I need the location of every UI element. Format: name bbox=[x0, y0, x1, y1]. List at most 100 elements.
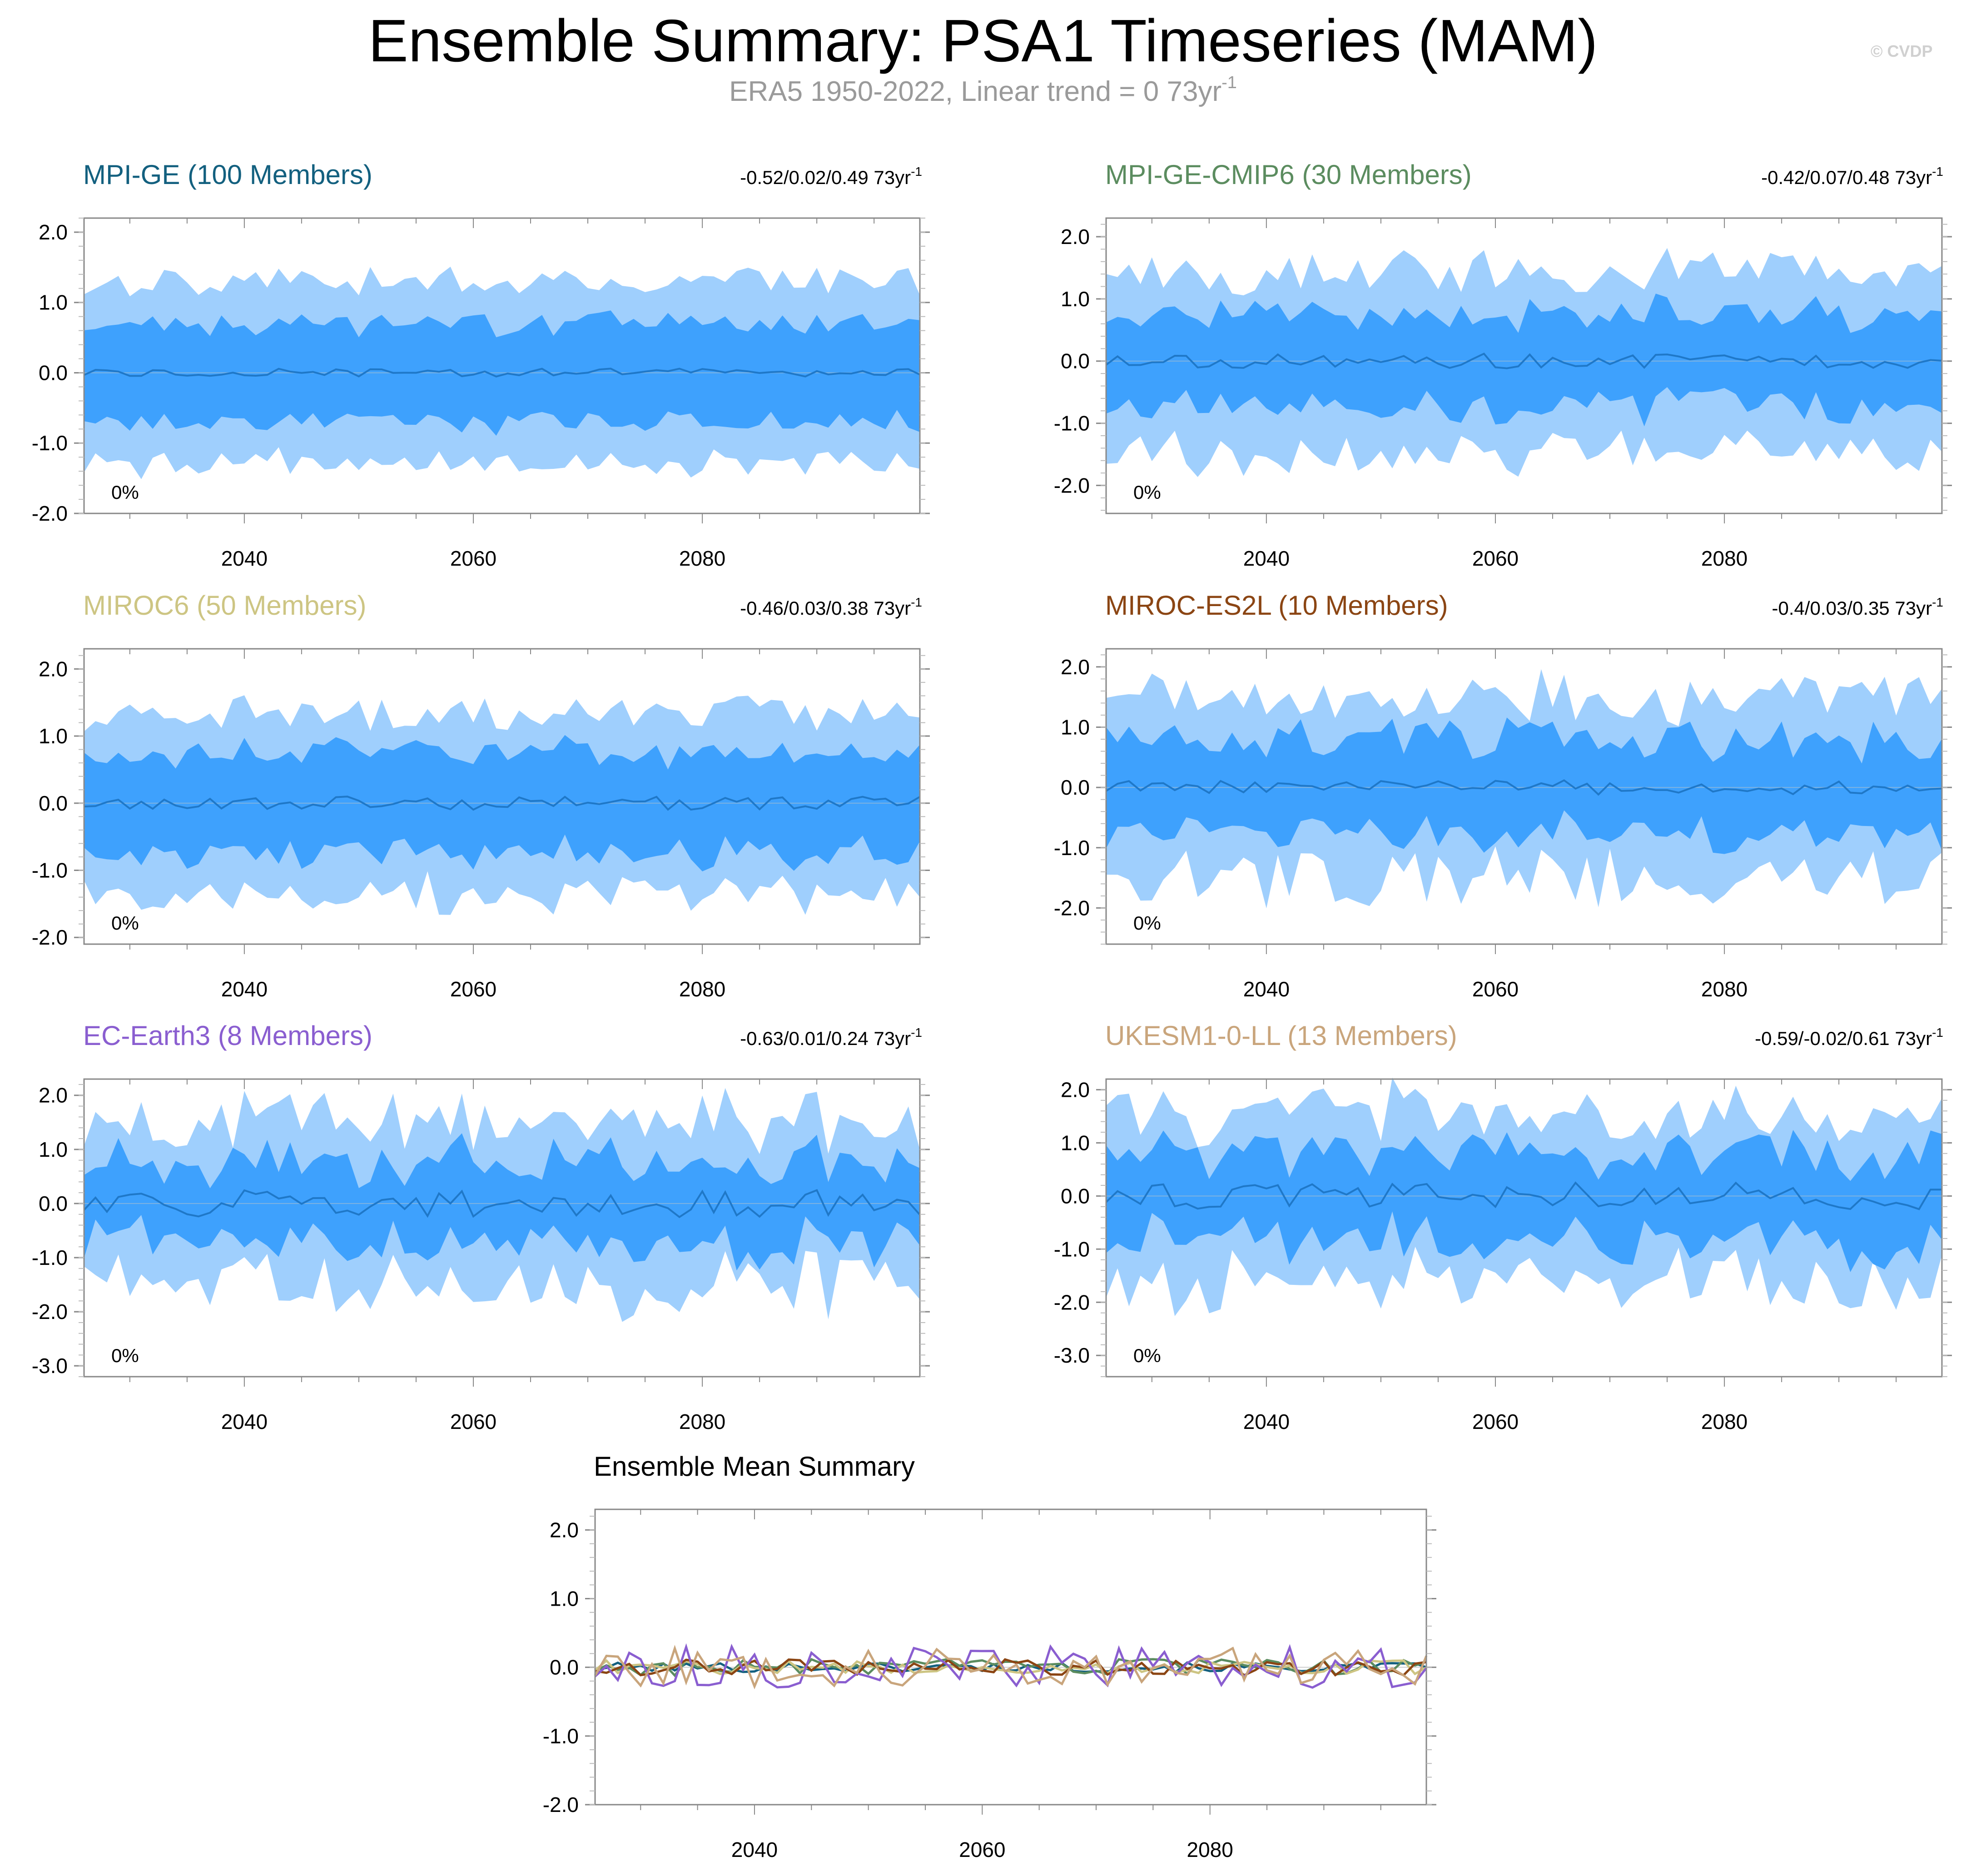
trend-stat-exponent: -1 bbox=[911, 1025, 922, 1040]
x-tick-label: 2040 bbox=[221, 977, 268, 1001]
x-tick-label: 2060 bbox=[1472, 977, 1519, 1001]
ensemble-mean-line bbox=[1105, 779, 1942, 796]
ensemble-mean-line bbox=[83, 1189, 921, 1219]
percent-label: 0% bbox=[1133, 482, 1161, 503]
series-line-3 bbox=[595, 1658, 1427, 1677]
trend-stat-label: -0.63/0.01/0.24 73yr-1 bbox=[740, 1025, 922, 1049]
chart-title: Ensemble Mean Summary bbox=[594, 1451, 915, 1482]
y-tick-label: 0.0 bbox=[550, 1656, 579, 1679]
y-tick-label: 2.0 bbox=[39, 220, 68, 244]
y-tick-label: 2.0 bbox=[1061, 225, 1090, 249]
series-line-2 bbox=[594, 1659, 1427, 1676]
trend-stat-exponent: -1 bbox=[911, 164, 922, 179]
y-tick-label: -2.0 bbox=[32, 1300, 68, 1324]
trend-stat-text: -0.42/0.07/0.48 73yr bbox=[1761, 167, 1932, 188]
y-tick-label: -1.0 bbox=[32, 431, 68, 455]
plot-frame bbox=[83, 217, 921, 514]
chart-title: MIROC-ES2L (10 Members) bbox=[1105, 590, 1448, 621]
y-tick-label: -2.0 bbox=[1054, 1290, 1090, 1314]
ensemble-mean-line bbox=[1105, 1181, 1942, 1210]
trend-stat-exponent: -1 bbox=[911, 595, 922, 609]
x-tick-label: 2080 bbox=[1701, 1410, 1748, 1433]
y-tick-label: 2.0 bbox=[39, 1084, 68, 1107]
x-tick-label: 2060 bbox=[959, 1838, 1005, 1861]
trend-stat-label: -0.42/0.07/0.48 73yr-1 bbox=[1761, 164, 1943, 188]
y-tick-label: 0.0 bbox=[39, 1192, 68, 1215]
y-tick-label: -2.0 bbox=[543, 1793, 579, 1816]
y-tick-label: -2.0 bbox=[1054, 473, 1090, 497]
series-line-5 bbox=[594, 1645, 1428, 1690]
y-tick-label: 2.0 bbox=[39, 657, 68, 681]
y-tick-label: -2.0 bbox=[32, 502, 68, 525]
y-tick-label: -2.0 bbox=[32, 926, 68, 949]
plot-frame bbox=[83, 1078, 921, 1378]
y-tick-label: 1.0 bbox=[39, 1138, 68, 1161]
inner-spread-band bbox=[84, 1133, 920, 1271]
chart-title: UKESM1-0-LL (13 Members) bbox=[1105, 1020, 1457, 1051]
trend-stat-label: -0.4/0.03/0.35 73yr-1 bbox=[1772, 595, 1943, 619]
plot-frame bbox=[594, 1508, 1427, 1806]
y-tick-label: -2.0 bbox=[1054, 896, 1090, 920]
y-tick-label: 2.0 bbox=[550, 1518, 579, 1542]
y-tick-label: -1.0 bbox=[1054, 412, 1090, 435]
x-tick-label: 2060 bbox=[450, 547, 496, 570]
y-tick-label: 1.0 bbox=[1061, 287, 1090, 311]
trend-stat-label: -0.59/-0.02/0.61 73yr-1 bbox=[1755, 1025, 1943, 1049]
trend-stat-text: -0.52/0.02/0.49 73yr bbox=[740, 167, 911, 188]
y-tick-label: -1.0 bbox=[32, 1246, 68, 1269]
x-tick-label: 2080 bbox=[679, 977, 725, 1001]
y-tick-label: 0.0 bbox=[1061, 1184, 1090, 1208]
x-tick-label: 2080 bbox=[1701, 547, 1748, 570]
trend-stat-exponent: -1 bbox=[1932, 1025, 1943, 1040]
ensemble-mean-line bbox=[1105, 353, 1942, 369]
trend-stat-text: -0.4/0.03/0.35 73yr bbox=[1772, 597, 1932, 619]
series-line-4 bbox=[594, 1643, 1427, 1689]
y-tick-label: 0.0 bbox=[39, 791, 68, 815]
x-tick-label: 2040 bbox=[221, 1410, 268, 1433]
inner-spread-band bbox=[1106, 717, 1942, 854]
x-tick-label: 2080 bbox=[1701, 977, 1748, 1001]
x-tick-label: 2060 bbox=[1472, 547, 1519, 570]
x-tick-label: 2080 bbox=[679, 1410, 725, 1433]
chart-title: MPI-GE-CMIP6 (30 Members) bbox=[1105, 159, 1472, 190]
subtitle-exponent: -1 bbox=[1221, 73, 1237, 93]
ensemble-mean-line bbox=[84, 796, 921, 811]
x-tick-label: 2060 bbox=[450, 977, 496, 1001]
x-tick-label: 2040 bbox=[1243, 1410, 1290, 1433]
chart-panel-3: 2.0 1.0 0.0 -1.0 -2.0 2040 2060 2080 MIROC-ES2L … bbox=[1054, 590, 1952, 1001]
x-tick-label: 2040 bbox=[1243, 547, 1290, 570]
trend-stat-exponent: -1 bbox=[1932, 164, 1943, 179]
trend-stat-text: -0.63/0.01/0.24 73yr bbox=[740, 1028, 911, 1049]
percent-label: 0% bbox=[1133, 912, 1161, 934]
x-tick-label: 2060 bbox=[1472, 1410, 1519, 1433]
y-tick-label: 0.0 bbox=[1061, 349, 1090, 373]
y-tick-label: -1.0 bbox=[1054, 1237, 1090, 1261]
main-title: Ensemble Summary: PSA1 Timeseries (MAM) bbox=[368, 7, 1598, 74]
trend-stat-text: -0.46/0.03/0.38 73yr bbox=[740, 597, 911, 619]
y-tick-label: -3.0 bbox=[32, 1354, 68, 1378]
y-tick-label: -3.0 bbox=[1054, 1344, 1090, 1367]
x-tick-label: 2080 bbox=[679, 547, 725, 570]
y-tick-label: 0.0 bbox=[1061, 776, 1090, 799]
y-tick-label: 0.0 bbox=[39, 361, 68, 384]
chart-title: MPI-GE (100 Members) bbox=[83, 159, 372, 190]
plot-frame bbox=[83, 648, 921, 945]
x-tick-label: 2040 bbox=[221, 547, 268, 570]
chart-panel-0: 2.0 1.0 0.0 -1.0 -2.0 2040 2060 2080 MPI-GE (100… bbox=[32, 159, 930, 570]
plot-frame bbox=[1105, 648, 1943, 945]
percent-label: 0% bbox=[111, 482, 139, 503]
percent-label: 0% bbox=[111, 1345, 139, 1366]
y-tick-label: -1.0 bbox=[32, 859, 68, 882]
inner-spread-band bbox=[1106, 1130, 1942, 1272]
y-tick-label: 1.0 bbox=[39, 724, 68, 748]
y-tick-label: 2.0 bbox=[1061, 1078, 1090, 1101]
subtitle-text: ERA5 1950-2022, Linear trend = 0 73yr bbox=[729, 76, 1222, 107]
y-tick-label: 1.0 bbox=[1061, 715, 1090, 739]
trend-stat-label: -0.46/0.03/0.38 73yr-1 bbox=[740, 595, 922, 619]
chart-panel-2: 2.0 1.0 0.0 -1.0 -2.0 2040 2060 2080 MIROC6 (50 … bbox=[32, 590, 930, 1001]
x-tick-label: 2040 bbox=[731, 1838, 778, 1861]
y-tick-label: 1.0 bbox=[39, 291, 68, 314]
percent-label: 0% bbox=[1133, 1345, 1161, 1366]
chart-panel-1: 2.0 1.0 0.0 -1.0 -2.0 2040 2060 2080 MPI-GE-CMIP… bbox=[1054, 159, 1952, 570]
